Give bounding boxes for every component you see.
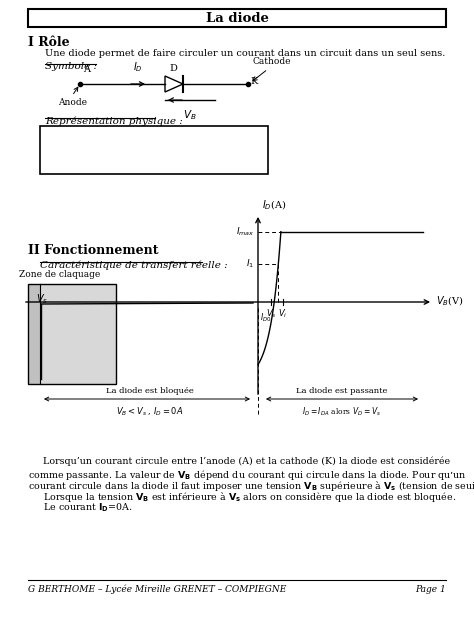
- Text: Zone de claquage: Zone de claquage: [19, 270, 100, 279]
- Text: $V_B$: $V_B$: [183, 108, 197, 122]
- Text: $I_1$: $I_1$: [246, 258, 254, 270]
- Text: courant circule dans la diode il faut imposer une tension $\mathbf{V_B}$ supérie: courant circule dans la diode il faut im…: [28, 479, 474, 493]
- Text: K: K: [250, 78, 257, 87]
- Text: Symbole :: Symbole :: [45, 62, 97, 71]
- Text: $V_B$(V): $V_B$(V): [436, 295, 464, 308]
- Text: comme passante. La valeur de $\mathbf{V_B}$ dépend du courant qui circule dans l: comme passante. La valeur de $\mathbf{V_…: [28, 468, 467, 482]
- Text: $I_{D0}$: $I_{D0}$: [260, 312, 272, 324]
- Text: $I_{max}$: $I_{max}$: [236, 226, 254, 238]
- Text: $V_i$: $V_i$: [278, 307, 288, 320]
- Text: Anode: Anode: [58, 98, 87, 107]
- Text: $I_D$: $I_D$: [133, 60, 143, 74]
- Text: $V_s$: $V_s$: [265, 307, 276, 320]
- Text: A: A: [83, 65, 91, 74]
- Text: Lorsqu’un courant circule entre l’anode (A) et la cathode (K) la diode est consi: Lorsqu’un courant circule entre l’anode …: [28, 457, 450, 466]
- Text: Page 1: Page 1: [415, 585, 446, 594]
- Text: G BERTHOME – Lycée Mireille GRENET – COMPIEGNE: G BERTHOME – Lycée Mireille GRENET – COM…: [28, 585, 286, 595]
- Bar: [40, 126, 268, 174]
- Text: Caractéristique de transfert réelle :: Caractéristique de transfert réelle :: [40, 260, 228, 269]
- Bar: [28, 9, 446, 27]
- Bar: [28, 284, 116, 384]
- Text: Une diode permet de faire circuler un courant dans un circuit dans un seul sens.: Une diode permet de faire circuler un co…: [45, 49, 446, 58]
- Text: $I_D$(A): $I_D$(A): [262, 198, 286, 212]
- Text: Représentation physique :: Représentation physique :: [45, 116, 183, 126]
- Bar: [28, 284, 116, 384]
- Text: La diode est bloquée: La diode est bloquée: [106, 387, 193, 395]
- Text: La diode: La diode: [206, 11, 268, 25]
- Text: Le courant $\mathbf{I_D}$=0A.: Le courant $\mathbf{I_D}$=0A.: [28, 501, 133, 513]
- Text: $V_s$: $V_s$: [36, 292, 48, 306]
- Text: La diode est passante: La diode est passante: [296, 387, 388, 395]
- Text: II Fonctionnement: II Fonctionnement: [28, 244, 158, 257]
- Polygon shape: [165, 76, 183, 92]
- Text: I Rôle: I Rôle: [28, 36, 70, 49]
- Text: Lorsque la tension $\mathbf{V_B}$ est inférieure à $\mathbf{V_s}$ alors on consi: Lorsque la tension $\mathbf{V_B}$ est in…: [28, 490, 456, 504]
- Text: Cathode: Cathode: [253, 57, 291, 66]
- Text: D: D: [169, 64, 177, 73]
- Text: $I_D=I_{DA}$ alors $V_D=V_s$: $I_D=I_{DA}$ alors $V_D=V_s$: [302, 405, 382, 418]
- Text: $V_B<V_s$ , $I_D=0A$: $V_B<V_s$ , $I_D=0A$: [116, 405, 183, 418]
- Bar: [40, 284, 116, 384]
